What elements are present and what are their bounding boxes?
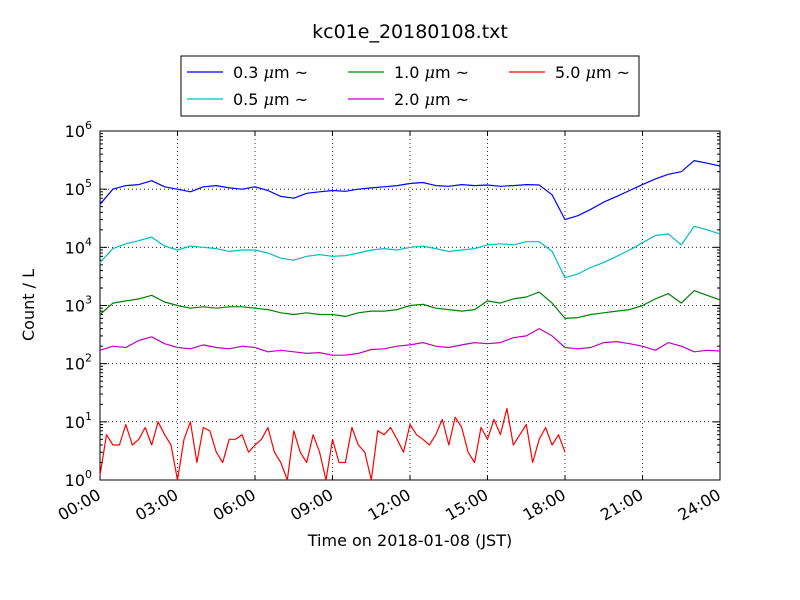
y-axis-label: Count / L	[19, 269, 38, 341]
x-tick-label: 09:00	[287, 485, 336, 525]
legend-entry-2-0um: 2.0 μm ~	[394, 90, 469, 109]
y-tick-label: 100	[65, 468, 92, 490]
y-gridlines	[100, 188, 720, 423]
y-tick-label: 104	[65, 235, 92, 257]
data-series	[99, 160, 721, 481]
series-line-1-0um	[99, 290, 721, 319]
legend-entry-1-0um: 1.0 μm ~	[394, 63, 469, 82]
x-tick-label: 12:00	[365, 485, 414, 525]
x-tick-label: 06:00	[210, 485, 259, 525]
series-line-0-3um	[99, 160, 721, 221]
series-line-2-0um	[99, 328, 721, 356]
y-tick-label: 105	[65, 177, 92, 199]
legend-box	[180, 55, 640, 117]
x-tick-label: 21:00	[597, 485, 646, 525]
x-tick-label: 24:00	[675, 485, 724, 525]
chart-title: kc01e_20180108.txt	[312, 21, 508, 43]
series-line-5-0um	[99, 407, 566, 481]
legend: 0.3 μm ~ 0.5 μm ~ 1.0 μm ~ 2.0 μm ~ 5.0 μm ~	[180, 55, 640, 117]
series-line-0-5um	[99, 225, 721, 279]
x-tick-label: 18:00	[520, 485, 569, 525]
y-tick-label: 106	[65, 119, 92, 141]
legend-entry-0-3um: 0.3 μm ~	[233, 63, 308, 82]
y-tick-label: 102	[65, 352, 92, 374]
x-tick-label: 00:00	[55, 485, 104, 525]
x-tick-label: 15:00	[442, 485, 491, 525]
legend-entry-0-5um: 0.5 μm ~	[233, 90, 308, 109]
x-axis-label: Time on 2018-01-08 (JST)	[307, 531, 512, 550]
y-tick-label: 103	[65, 294, 92, 316]
y-tick-label: 101	[65, 410, 92, 432]
y-tick-labels: 100 101 102 103 104 105 106	[65, 119, 92, 490]
legend-entry-5-0um: 5.0 μm ~	[555, 63, 630, 82]
x-tick-labels: 00:00 03:00 06:00 09:00 12:00 15:00 18:00 21:00…	[55, 485, 724, 525]
x-tick-label: 03:00	[132, 485, 181, 525]
